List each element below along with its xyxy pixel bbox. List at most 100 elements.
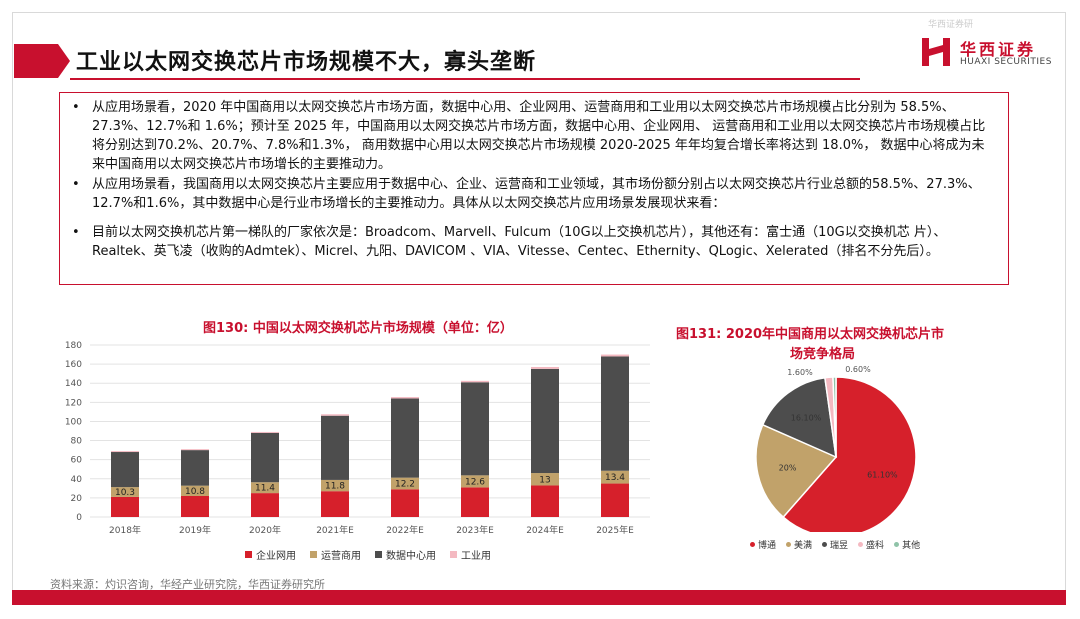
- bar-segment: [601, 354, 629, 357]
- bar-data-label: 13.4: [605, 473, 625, 483]
- legend-item: 其他: [894, 538, 920, 551]
- summary-box: • 从应用场景看，2020 年中国商用以太网交换芯片市场方面，数据中心用、企业网…: [59, 92, 1009, 285]
- page-title: 工业以太网交换芯片市场规模不大，寡头垄断: [76, 50, 537, 75]
- figure131-title-line1: 图131: 2020年中国商用以太网交换机芯片市: [676, 327, 945, 342]
- bar-segment: [531, 368, 559, 474]
- bar-data-label: 12.2: [395, 479, 415, 489]
- x-tick-label: 2022年E: [386, 524, 424, 536]
- legend-label: 博通: [758, 541, 777, 551]
- legend-item: 工业用: [450, 547, 491, 562]
- legend-swatch: [310, 551, 317, 558]
- pie-slice: [755, 423, 838, 519]
- pie-slice: [761, 376, 837, 459]
- y-tick-label: 80: [71, 437, 83, 447]
- y-tick-label: 180: [65, 341, 82, 351]
- legend-swatch: [786, 542, 792, 547]
- legend-label: 瑞昱: [830, 541, 849, 551]
- y-tick-label: 60: [71, 456, 83, 466]
- legend-item: 瑞昱: [822, 538, 848, 551]
- pie-value-label: 16.10%: [791, 413, 822, 422]
- bar-segment: [321, 491, 349, 517]
- bullet-dot: •: [72, 225, 80, 240]
- y-tick-label: 100: [65, 417, 82, 427]
- bar-segment: [181, 495, 209, 517]
- bar-segment: [181, 450, 209, 486]
- x-tick-label: 2025年E: [596, 524, 634, 536]
- footer-bar: [12, 590, 1066, 605]
- pie-value-label: 1.60%: [787, 368, 813, 377]
- legend-item: 盛科: [858, 538, 884, 551]
- logo-text-cn: 华西证券: [960, 40, 1037, 59]
- y-tick-label: 120: [65, 398, 82, 408]
- y-tick-label: 0: [76, 513, 82, 523]
- bar-segment: [111, 487, 139, 497]
- legend-item: 博通: [750, 538, 776, 551]
- legend-swatch: [375, 551, 382, 558]
- summary-bullet: • 从应用场景看，我国商用以太网交换芯片主要应用于数据中心、企业、运营商和工业领…: [72, 175, 996, 213]
- bar-segment: [601, 483, 629, 517]
- legend-swatch: [858, 542, 864, 547]
- x-tick-label: 2023年E: [456, 524, 494, 536]
- pie-chart-legend: 博通 美满 瑞昱 盛科 其他: [750, 538, 920, 551]
- bar-segment: [251, 482, 279, 494]
- bullet-dot: •: [72, 177, 80, 192]
- legend-swatch: [822, 542, 828, 547]
- bar-segment: [601, 356, 629, 471]
- bar-segment: [181, 449, 209, 451]
- pie-slice: [782, 376, 917, 532]
- legend-swatch: [245, 551, 252, 558]
- bar-segment: [111, 496, 139, 517]
- bullet-dot: •: [72, 100, 80, 115]
- summary-bullet: • 从应用场景看，2020 年中国商用以太网交换芯片市场方面，数据中心用、企业网…: [72, 98, 996, 174]
- pie-slice: [832, 376, 837, 458]
- bar-segment: [461, 380, 489, 383]
- bar-data-label: 13: [539, 475, 550, 485]
- bar-segment: [601, 470, 629, 484]
- bar-segment: [321, 414, 349, 416]
- bar-segment: [531, 366, 559, 369]
- legend-item: 数据中心用: [375, 547, 436, 562]
- figure130-title: 图130: 中国以太网交换机芯片市场规模（单位：亿）: [203, 321, 513, 336]
- bar-segment: [461, 487, 489, 517]
- legend-label: 数据中心用: [386, 551, 436, 562]
- bar-segment: [321, 415, 349, 480]
- bar-data-label: 10.3: [115, 488, 135, 498]
- bar-segment: [111, 451, 139, 453]
- bar-segment: [251, 432, 279, 483]
- x-tick-label: 2021年E: [316, 524, 354, 536]
- bar-segment: [111, 452, 139, 488]
- bar-segment: [391, 398, 419, 478]
- title-underline: [70, 78, 860, 80]
- bar-data-label: 11.8: [325, 482, 345, 492]
- logo-text-en: HUAXI SECURITIES: [960, 57, 1052, 67]
- bar-segment: [531, 473, 559, 486]
- legend-label: 其他: [902, 541, 921, 551]
- legend-item: 运营商用: [310, 547, 361, 562]
- pie-value-label: 61.10%: [867, 470, 898, 479]
- bullet-text: 从应用场景看，我国商用以太网交换芯片主要应用于数据中心、企业、运营商和工业领域，…: [92, 177, 981, 211]
- summary-bullet: • 目前以太网交换机芯片第一梯队的厂家依次是：Broadcom、Marvell、…: [72, 223, 996, 261]
- watermark: 华西证券研: [928, 20, 974, 30]
- x-tick-label: 2018年: [109, 524, 141, 536]
- bar-segment: [251, 431, 279, 433]
- legend-label: 企业网用: [256, 551, 296, 562]
- pie-value-label: 20%: [779, 464, 797, 473]
- bar-data-label: 10.8: [185, 487, 205, 497]
- bar-segment: [251, 493, 279, 517]
- legend-swatch: [894, 542, 900, 547]
- bar-segment: [321, 479, 349, 492]
- legend-label: 盛科: [866, 541, 885, 551]
- bar-data-label: 12.6: [465, 477, 485, 487]
- title-accent-bar: [14, 44, 70, 78]
- bar-segment: [181, 485, 209, 496]
- bar-segment: [391, 397, 419, 399]
- legend-swatch: [750, 542, 755, 547]
- bullet-text: 目前以太网交换机芯片第一梯队的厂家依次是：Broadcom、Marvell、Fu…: [92, 225, 947, 259]
- bar-segment: [391, 477, 419, 490]
- bullet-text: 从应用场景看，2020 年中国商用以太网交换芯片市场方面，数据中心用、企业网用、…: [92, 100, 986, 172]
- legend-item: 企业网用: [245, 547, 296, 562]
- source-note: 资料来源：灼识咨询，华经产业研究院，华西证券研究所: [50, 578, 325, 591]
- y-tick-label: 160: [65, 360, 82, 370]
- legend-item: 美满: [786, 538, 812, 551]
- bar-chart-legend: 企业网用 运营商用 数据中心用 工业用: [245, 547, 491, 562]
